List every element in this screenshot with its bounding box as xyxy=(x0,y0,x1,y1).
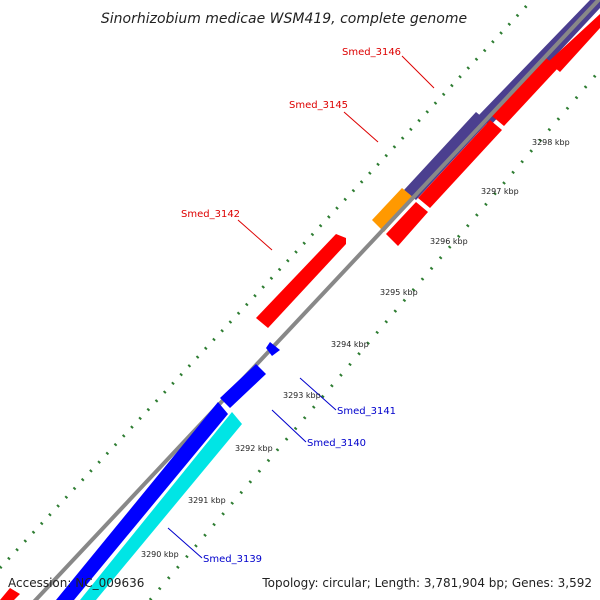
gene-label-smed-3145[interactable]: Smed_3145 xyxy=(289,100,348,111)
tick-label-3294: 3294 kbp xyxy=(331,340,369,349)
tick-label-3290: 3290 kbp xyxy=(141,550,179,559)
leader-smed-3142 xyxy=(237,219,273,251)
gene-label-smed-3141[interactable]: Smed_3141 xyxy=(337,406,396,417)
cyan-feature-segment[interactable] xyxy=(80,412,242,600)
leader-smed-3141 xyxy=(299,377,337,411)
gene-label-smed-3139[interactable]: Smed_3139 xyxy=(203,554,262,565)
label-leaders xyxy=(167,55,435,559)
gene-arrow-smed-3141[interactable] xyxy=(266,342,280,356)
gene-label-smed-3140[interactable]: Smed_3140 xyxy=(307,438,366,449)
orange-feature-segment[interactable] xyxy=(372,188,414,232)
tick-label-3296: 3296 kbp xyxy=(430,237,468,246)
purple-feature-segment[interactable] xyxy=(404,112,488,200)
leader-smed-3139 xyxy=(167,527,203,559)
gene-arrow-left-edge[interactable] xyxy=(0,588,20,600)
gene-arrow-smed-3140[interactable] xyxy=(220,364,266,408)
tick-label-3292: 3292 kbp xyxy=(235,444,273,453)
genome-backbone xyxy=(32,0,600,600)
leader-smed-3145 xyxy=(343,111,379,143)
tick-label-3295: 3295 kbp xyxy=(380,288,418,297)
gene-arrow-smed-3145[interactable] xyxy=(418,120,502,208)
accession-text: Accession: NC_009636 xyxy=(8,576,145,590)
tick-labels: 3290 kbp 3291 kbp 3292 kbp 3293 kbp 3294… xyxy=(141,138,570,559)
gene-arrow-smed-3146[interactable] xyxy=(492,58,558,126)
leader-smed-3140 xyxy=(271,409,307,443)
forward-gene-track xyxy=(0,14,600,600)
leader-smed-3146 xyxy=(401,55,435,89)
gene-arrow-smed-3139[interactable] xyxy=(56,402,228,600)
reverse-gene-track xyxy=(56,342,280,600)
gene-label-smed-3146[interactable]: Smed_3146 xyxy=(342,47,401,58)
gene-arrow-smed-3145-b[interactable] xyxy=(386,202,428,246)
tick-label-3293: 3293 kbp xyxy=(283,391,321,400)
inner-tick-track xyxy=(148,69,600,600)
gene-arrow-smed-3142[interactable] xyxy=(256,234,346,328)
tick-label-3298: 3298 kbp xyxy=(532,138,570,147)
tick-label-3297: 3297 kbp xyxy=(481,187,519,196)
gene-label-smed-3142[interactable]: Smed_3142 xyxy=(181,209,240,220)
outer-tick-track xyxy=(0,0,534,570)
map-title: Sinorhizobium medicae WSM419, complete g… xyxy=(101,11,467,27)
gene-arrow-smed-3146-a[interactable] xyxy=(548,14,600,72)
genome-summary-text: Topology: circular; Length: 3,781,904 bp… xyxy=(262,576,592,590)
tick-label-3291: 3291 kbp xyxy=(188,496,226,505)
gene-labels: Smed_3146 Smed_3145 Smed_3142 Smed_3141 … xyxy=(181,47,401,565)
